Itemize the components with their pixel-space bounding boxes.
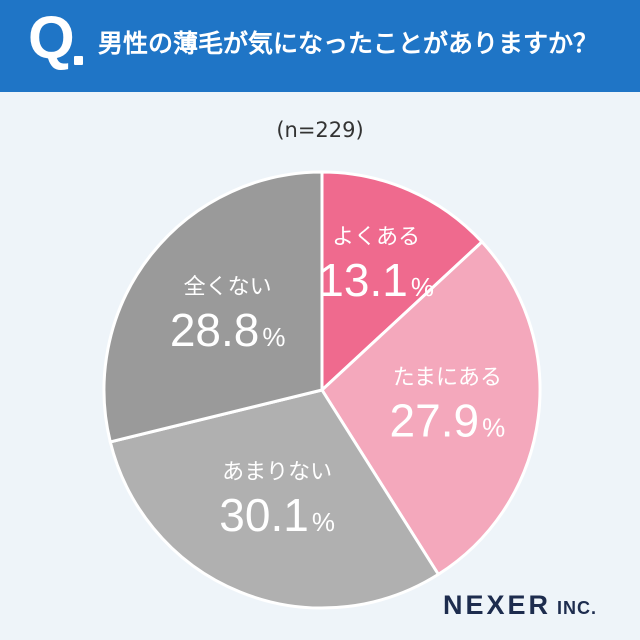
sample-size: (n=229) xyxy=(276,118,364,142)
pie-slice-never xyxy=(102,170,324,444)
slice-value-sometimes: 27.9% xyxy=(390,394,506,446)
brand-logo: NEXER INC. xyxy=(443,592,597,619)
slice-value-often: 13.1% xyxy=(318,254,434,306)
slice-label-often: よくある xyxy=(332,225,420,250)
pie-slice-often xyxy=(320,170,485,394)
question-text: 男性の薄毛が気になったことがありますか？ xyxy=(98,29,599,58)
pie-slice-rarely xyxy=(108,388,441,610)
question-header: Q 男性の薄毛が気になったことがありますか？ xyxy=(0,0,640,92)
q-label: Q xyxy=(28,4,75,71)
slice-value-rarely: 30.1% xyxy=(219,489,335,541)
pie-slice-sometimes xyxy=(320,239,542,577)
slice-label-never: 全くない xyxy=(184,275,272,300)
q-dot xyxy=(74,56,83,65)
slice-label-rarely: あまりない xyxy=(222,460,332,485)
slice-value-never: 28.8% xyxy=(170,304,286,356)
slice-label-sometimes: たまにある xyxy=(393,365,502,390)
brand-name: NEXER xyxy=(443,590,552,620)
brand-suffix: INC. xyxy=(557,598,598,618)
